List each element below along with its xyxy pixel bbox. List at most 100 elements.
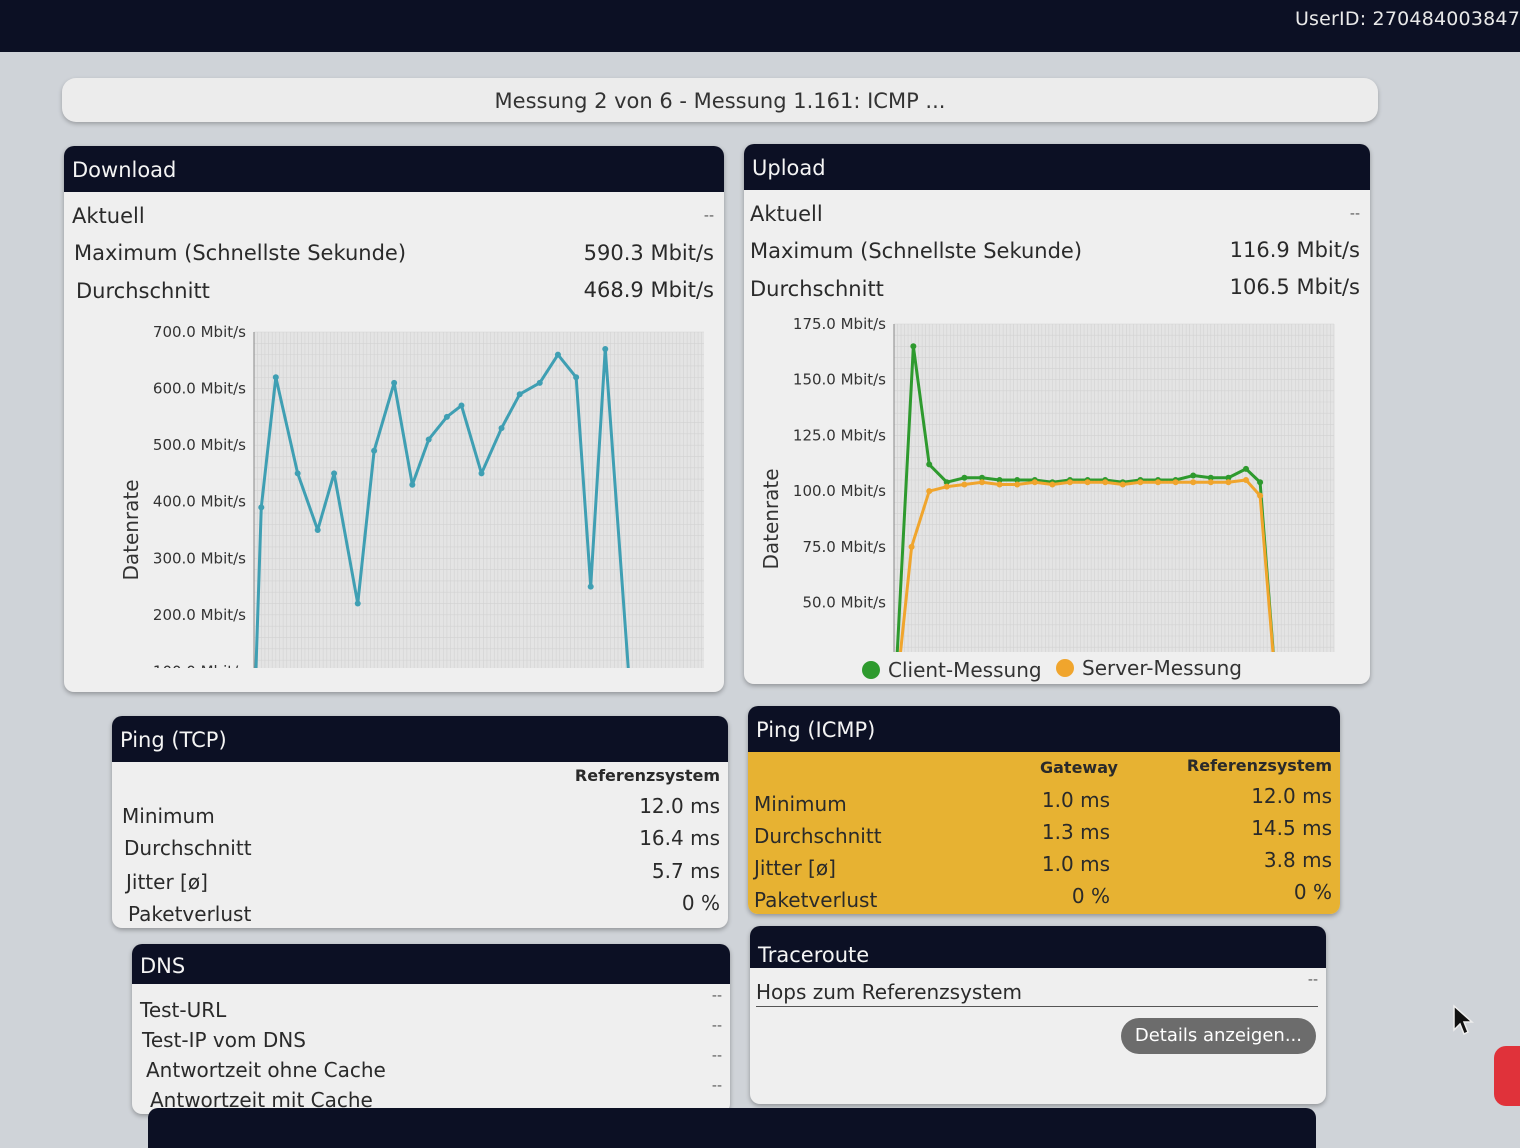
upload-chart-series-1-point	[1067, 479, 1073, 486]
upload-chart-series-1-point	[926, 488, 933, 495]
upload-chart-series-0-point	[979, 474, 985, 481]
upload-chart-series-1-point	[1049, 481, 1056, 488]
legend-client[interactable]: Client-Messung	[862, 658, 1042, 682]
ping-icmp-min-label: Minimum	[754, 792, 847, 816]
ping-icmp-loss-ref: 0 %	[1293, 880, 1332, 904]
upload-chart-series-1-point	[1014, 481, 1021, 488]
download-chart-series-0-point	[498, 425, 505, 432]
download-chart-series-0-point	[516, 391, 523, 398]
ping-icmp-avg-label: Durchschnitt	[754, 824, 882, 848]
download-chart-y-tick-label: 500.0 Mbit/s	[153, 436, 246, 454]
upload-chart-y-tick-label: 125.0 Mbit/s	[793, 426, 886, 444]
measurement-status: Messung 2 von 6 - Messung 1.161: ICMP ..…	[62, 78, 1378, 122]
ping-tcp-jitter-label: Jitter [ø]	[126, 870, 208, 894]
upload-chart-series-1-point	[979, 479, 985, 486]
ping-icmp-jitter-label: Jitter [ø]	[754, 856, 836, 880]
upload-chart-y-tick-label: 50.0 Mbit/s	[802, 594, 886, 612]
upload-chart-series-1-point	[961, 481, 968, 488]
top-bar: UserID: 270484003847	[0, 0, 1520, 52]
download-chart-y-tick-label: 400.0 Mbit/s	[153, 493, 246, 511]
download-chart-series-0-point	[354, 600, 361, 607]
upload-chart-series-1-point	[1172, 479, 1179, 486]
download-chart-series-0-point	[554, 351, 561, 358]
ping-icmp-min-gateway: 1.0 ms	[1041, 788, 1110, 812]
upload-chart-y-tick-label: 100.0 Mbit/s	[793, 482, 886, 500]
traceroute-hops-label: Hops zum Referenzsystem	[756, 980, 1022, 1004]
dns-test-ip-label: Test-IP vom DNS	[142, 1028, 306, 1052]
upload-chart-series-0-point	[1243, 465, 1249, 472]
upload-panel: Upload Aktuell -- Maximum (Schnellste Se…	[744, 144, 1370, 684]
legend-server[interactable]: Server-Messung	[1056, 656, 1242, 680]
ping-tcp-loss-value: 0 %	[681, 891, 720, 915]
legend-server-dot	[1056, 659, 1074, 677]
ping-icmp-column-ref: Referenzsystem	[1186, 756, 1332, 775]
download-chart-series-0-point	[458, 402, 465, 409]
download-chart-series-0-point	[258, 504, 265, 511]
download-chart-series-0-line	[254, 347, 630, 668]
upload-chart-series-1-point	[996, 481, 1003, 488]
upload-chart-y-tick-label: 75.0 Mbit/s	[802, 538, 886, 556]
upload-chart-series-1-point	[1225, 479, 1232, 486]
upload-chart-series-1-point	[1031, 479, 1038, 486]
feedback-tab[interactable]	[1494, 1046, 1520, 1106]
download-chart-y-tick-label: 600.0 Mbit/s	[153, 380, 246, 398]
ping-icmp-loss-gateway: 0 %	[1071, 884, 1110, 908]
ping-tcp-column-ref: Referenzsystem	[574, 766, 720, 785]
download-max-label: Maximum (Schnellste Sekunde)	[74, 241, 407, 265]
upload-chart-series-1-point	[1207, 479, 1214, 486]
upload-chart-series-0-point	[961, 474, 968, 481]
download-chart-series-0-point	[391, 379, 398, 386]
traceroute-divider	[756, 1006, 1318, 1007]
upload-chart-series-0-point	[996, 477, 1003, 483]
upload-chart-series-0-point	[1225, 474, 1232, 481]
upload-chart-series-0-line	[895, 344, 1275, 652]
ping-tcp-min-value: 12.0 ms	[639, 794, 720, 818]
ping-icmp-body: Gateway Referenzsystem Minimum 1.0 ms 12…	[748, 752, 1340, 914]
upload-chart: 25.0 Mbit/s 50.0 Mbit/s 75.0 Mbit/s 100.0 M…	[759, 315, 1335, 652]
download-chart-series-0-point	[478, 470, 485, 477]
download-chart-series-0-point	[425, 436, 432, 443]
download-chart-y-tick-label: 200.0 Mbit/s	[153, 606, 246, 624]
download-chart: 100.0 Mbit/s 200.0 Mbit/s 300.0 Mbit/s 400.…	[119, 323, 704, 668]
ping-tcp-panel: Ping (TCP) Referenzsystem Minimum 12.0 m…	[112, 716, 728, 928]
download-chart-series-0-point	[294, 470, 301, 477]
dns-title: DNS	[132, 944, 730, 984]
download-chart-series-0-point	[371, 447, 378, 454]
download-current-label: Aktuell	[72, 204, 145, 228]
ping-tcp-jitter-value: 5.7 ms	[651, 859, 720, 883]
upload-chart-series-1-point	[1137, 479, 1144, 486]
upload-max-value: 116.9 Mbit/s	[1229, 238, 1360, 262]
dns-panel: DNS Test-URL -- Test-IP vom DNS -- Antwo…	[132, 944, 730, 1114]
upload-chart-y-tick-label: 25.0 Mbit/s	[802, 649, 886, 652]
upload-chart-series-0-point	[943, 479, 950, 486]
ping-icmp-avg-gateway: 1.3 ms	[1041, 820, 1110, 844]
dns-test-ip-value: --	[711, 1018, 722, 1034]
download-chart-series-0-point	[536, 379, 543, 386]
traceroute-hops-value: --	[1307, 972, 1318, 988]
details-button[interactable]: Details anzeigen...	[1120, 1018, 1316, 1054]
upload-chart-series-0-point	[926, 461, 933, 468]
ping-icmp-jitter-ref: 3.8 ms	[1263, 848, 1332, 872]
download-chart-y-tick-label: 700.0 Mbit/s	[153, 323, 246, 341]
traceroute-panel: Traceroute Hops zum Referenzsystem -- De…	[750, 926, 1326, 1104]
upload-chart-series-1-point	[1257, 492, 1264, 499]
download-chart-series-0-point	[587, 583, 594, 590]
ping-icmp-panel: Ping (ICMP) Gateway Referenzsystem Minim…	[748, 706, 1340, 914]
mouse-cursor-icon	[1453, 1004, 1474, 1036]
download-chart-series-0-point	[443, 413, 450, 420]
upload-chart-series-0-point	[1257, 479, 1264, 486]
upload-chart-series-1-point	[1119, 481, 1126, 488]
upload-chart-series-1-point	[1190, 479, 1197, 486]
traceroute-title: Traceroute	[750, 926, 1326, 968]
upload-chart-series-1-point	[943, 483, 950, 490]
upload-chart-series-1-point	[908, 543, 915, 550]
dns-test-url-label: Test-URL	[140, 998, 227, 1022]
ping-icmp-loss-label: Paketverlust	[754, 888, 878, 912]
download-avg-label: Durchschnitt	[76, 279, 210, 303]
upload-chart-series-1-point	[1243, 477, 1249, 483]
ping-tcp-min-label: Minimum	[122, 804, 215, 828]
next-panel-header	[148, 1108, 1316, 1148]
legend-client-label: Client-Messung	[888, 658, 1042, 682]
dns-cache-value: --	[711, 1078, 722, 1094]
download-chart-y-tick-label: 300.0 Mbit/s	[153, 549, 246, 567]
